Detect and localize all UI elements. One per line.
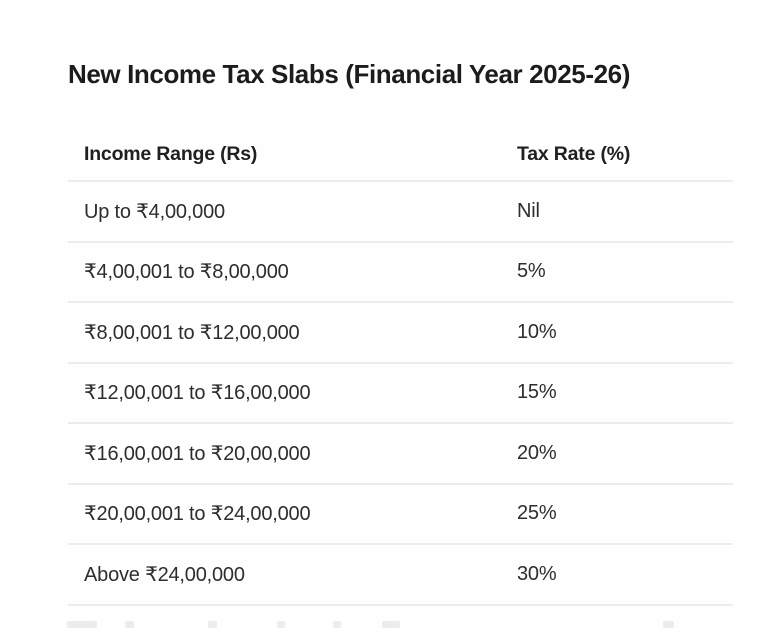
clipped-bottom-text (0, 621, 768, 628)
table-row: ₹16,00,001 to ₹20,00,000 20% (68, 424, 733, 485)
header-tax-rate: Tax Rate (%) (517, 142, 631, 165)
cell-income-range: ₹4,00,001 to ₹8,00,000 (84, 261, 289, 284)
cell-income-range: Up to ₹4,00,000 (84, 200, 225, 223)
cell-income-range: ₹20,00,001 to ₹24,00,000 (84, 503, 311, 526)
income-tax-slab-table: Income Range (Rs) Tax Rate (%) Up to ₹4,… (68, 128, 733, 606)
table-row: ₹8,00,001 to ₹12,00,000 10% (68, 303, 733, 364)
cell-tax-rate: 25% (517, 502, 557, 525)
table-row: ₹12,00,001 to ₹16,00,000 15% (68, 364, 733, 424)
cell-tax-rate: 5% (517, 260, 546, 283)
cell-income-range: ₹16,00,001 to ₹20,00,000 (84, 442, 311, 465)
table-row: ₹4,00,001 to ₹8,00,000 5% (68, 243, 733, 303)
cell-income-range: ₹12,00,001 to ₹16,00,000 (84, 382, 311, 405)
header-income-range: Income Range (Rs) (84, 142, 258, 165)
cell-tax-rate: Nil (517, 199, 540, 222)
table-row: Up to ₹4,00,000 Nil (68, 182, 733, 243)
cell-income-range: Above ₹24,00,000 (84, 563, 245, 586)
table-row: ₹20,00,001 to ₹24,00,000 25% (68, 485, 733, 545)
table-row: Above ₹24,00,000 30% (68, 545, 733, 606)
cell-tax-rate: 15% (517, 381, 557, 404)
table-header-row: Income Range (Rs) Tax Rate (%) (68, 128, 733, 182)
cell-tax-rate: 10% (517, 320, 557, 343)
cell-tax-rate: 30% (517, 562, 557, 585)
cell-tax-rate: 20% (517, 441, 557, 464)
page-title: New Income Tax Slabs (Financial Year 202… (68, 59, 630, 90)
cell-income-range: ₹8,00,001 to ₹12,00,000 (84, 321, 300, 344)
